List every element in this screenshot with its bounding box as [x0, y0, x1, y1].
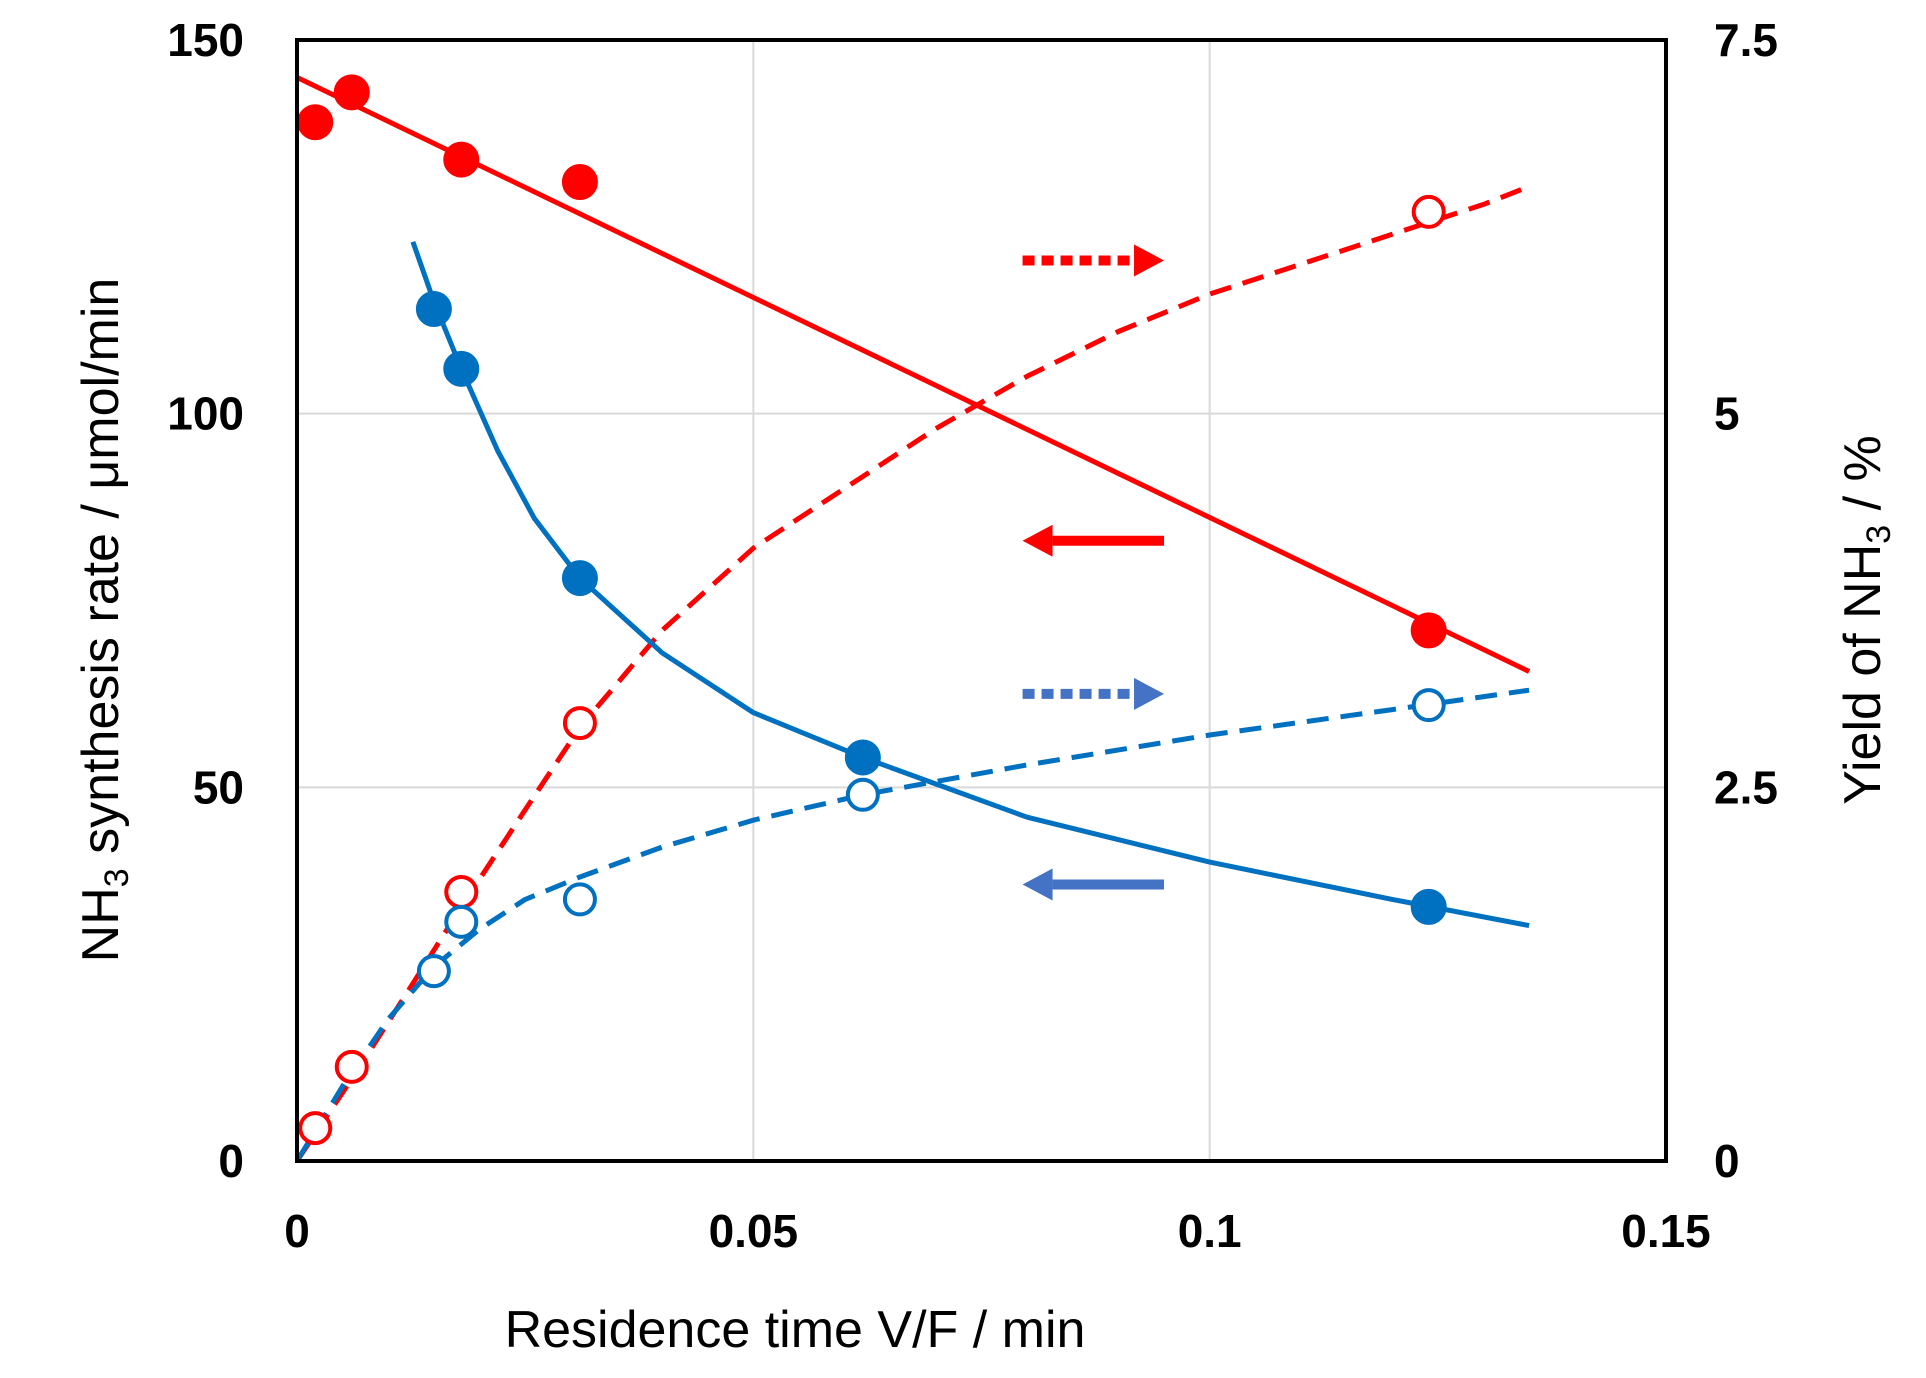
red-synthesis-rate-fit — [295, 75, 1531, 674]
y2-tick-label: 2.5 — [1714, 761, 1778, 813]
red-synthesis-rate-point — [297, 104, 334, 141]
red-synthesis-rate-point — [333, 74, 370, 111]
blue-yield-point — [1411, 688, 1446, 723]
red-synthesis-rate-point — [443, 141, 480, 178]
y2-tick-label: 0 — [1714, 1135, 1740, 1187]
y-tick-label: 0 — [218, 1135, 244, 1187]
blue-synthesis-rate-point — [443, 350, 480, 387]
fit-curves — [294, 75, 1531, 1163]
red-yield-point — [1411, 194, 1446, 229]
y2-tick-label: 7.5 — [1714, 14, 1778, 66]
y-axis-title: NH3 synthesis rate / μmol/min — [72, 278, 136, 963]
blue-yield-fit — [294, 687, 1530, 1163]
blue-rate-arrow-head — [1022, 868, 1053, 901]
blue-synthesis-rate-point — [844, 739, 881, 776]
x-axis-title: Residence time V/F / min — [505, 1301, 1086, 1359]
red-yield-point — [444, 874, 479, 909]
blue-yield-point — [416, 954, 451, 989]
red-yield-point — [562, 706, 597, 741]
red-yield-fit — [294, 184, 1531, 1163]
y2-tick-label: 5 — [1714, 388, 1740, 440]
plot-frame — [295, 38, 1668, 1163]
red-yield-arrow-head — [1134, 244, 1165, 277]
red-synthesis-rate-point — [561, 163, 598, 200]
x-tick-label: 0.05 — [709, 1205, 799, 1257]
blue-yield-point — [444, 904, 479, 939]
blue-yield-point — [845, 777, 880, 812]
red-yield-point — [334, 1049, 369, 1084]
blue-yield-point — [562, 882, 597, 917]
x-tick-label: 0.1 — [1178, 1205, 1242, 1257]
y-tick-label: 150 — [167, 14, 244, 66]
y2-axis-title-suffix: / % — [1834, 435, 1892, 525]
axis-arrows — [1022, 244, 1165, 901]
blue-yield-arrow-head — [1134, 677, 1165, 710]
x-tick-label: 0.15 — [1621, 1205, 1711, 1257]
y2-axis-title: Yield of NH3 / % — [1834, 435, 1898, 805]
y-axis-title-subscript: 3 — [98, 868, 136, 887]
blue-synthesis-rate-point — [561, 560, 598, 597]
y-axis-title-prefix: NH — [72, 887, 130, 962]
x-tick-label: 0 — [284, 1205, 310, 1257]
y-axis-title-suffix: synthesis rate / μmol/min — [72, 278, 130, 869]
data-markers — [297, 74, 1447, 1146]
y2-axis-title-subscript: 3 — [1860, 525, 1898, 544]
y-tick-label: 100 — [167, 388, 244, 440]
blue-synthesis-rate-point — [1410, 888, 1447, 925]
y-tick-label: 50 — [193, 761, 244, 813]
red-rate-arrow-head — [1022, 524, 1053, 557]
red-yield-point — [298, 1111, 333, 1146]
gridlines — [297, 40, 1666, 1161]
blue-synthesis-rate-point — [415, 291, 452, 328]
y2-axis-title-prefix: Yield of NH — [1834, 544, 1892, 805]
red-synthesis-rate-point — [1410, 612, 1447, 649]
